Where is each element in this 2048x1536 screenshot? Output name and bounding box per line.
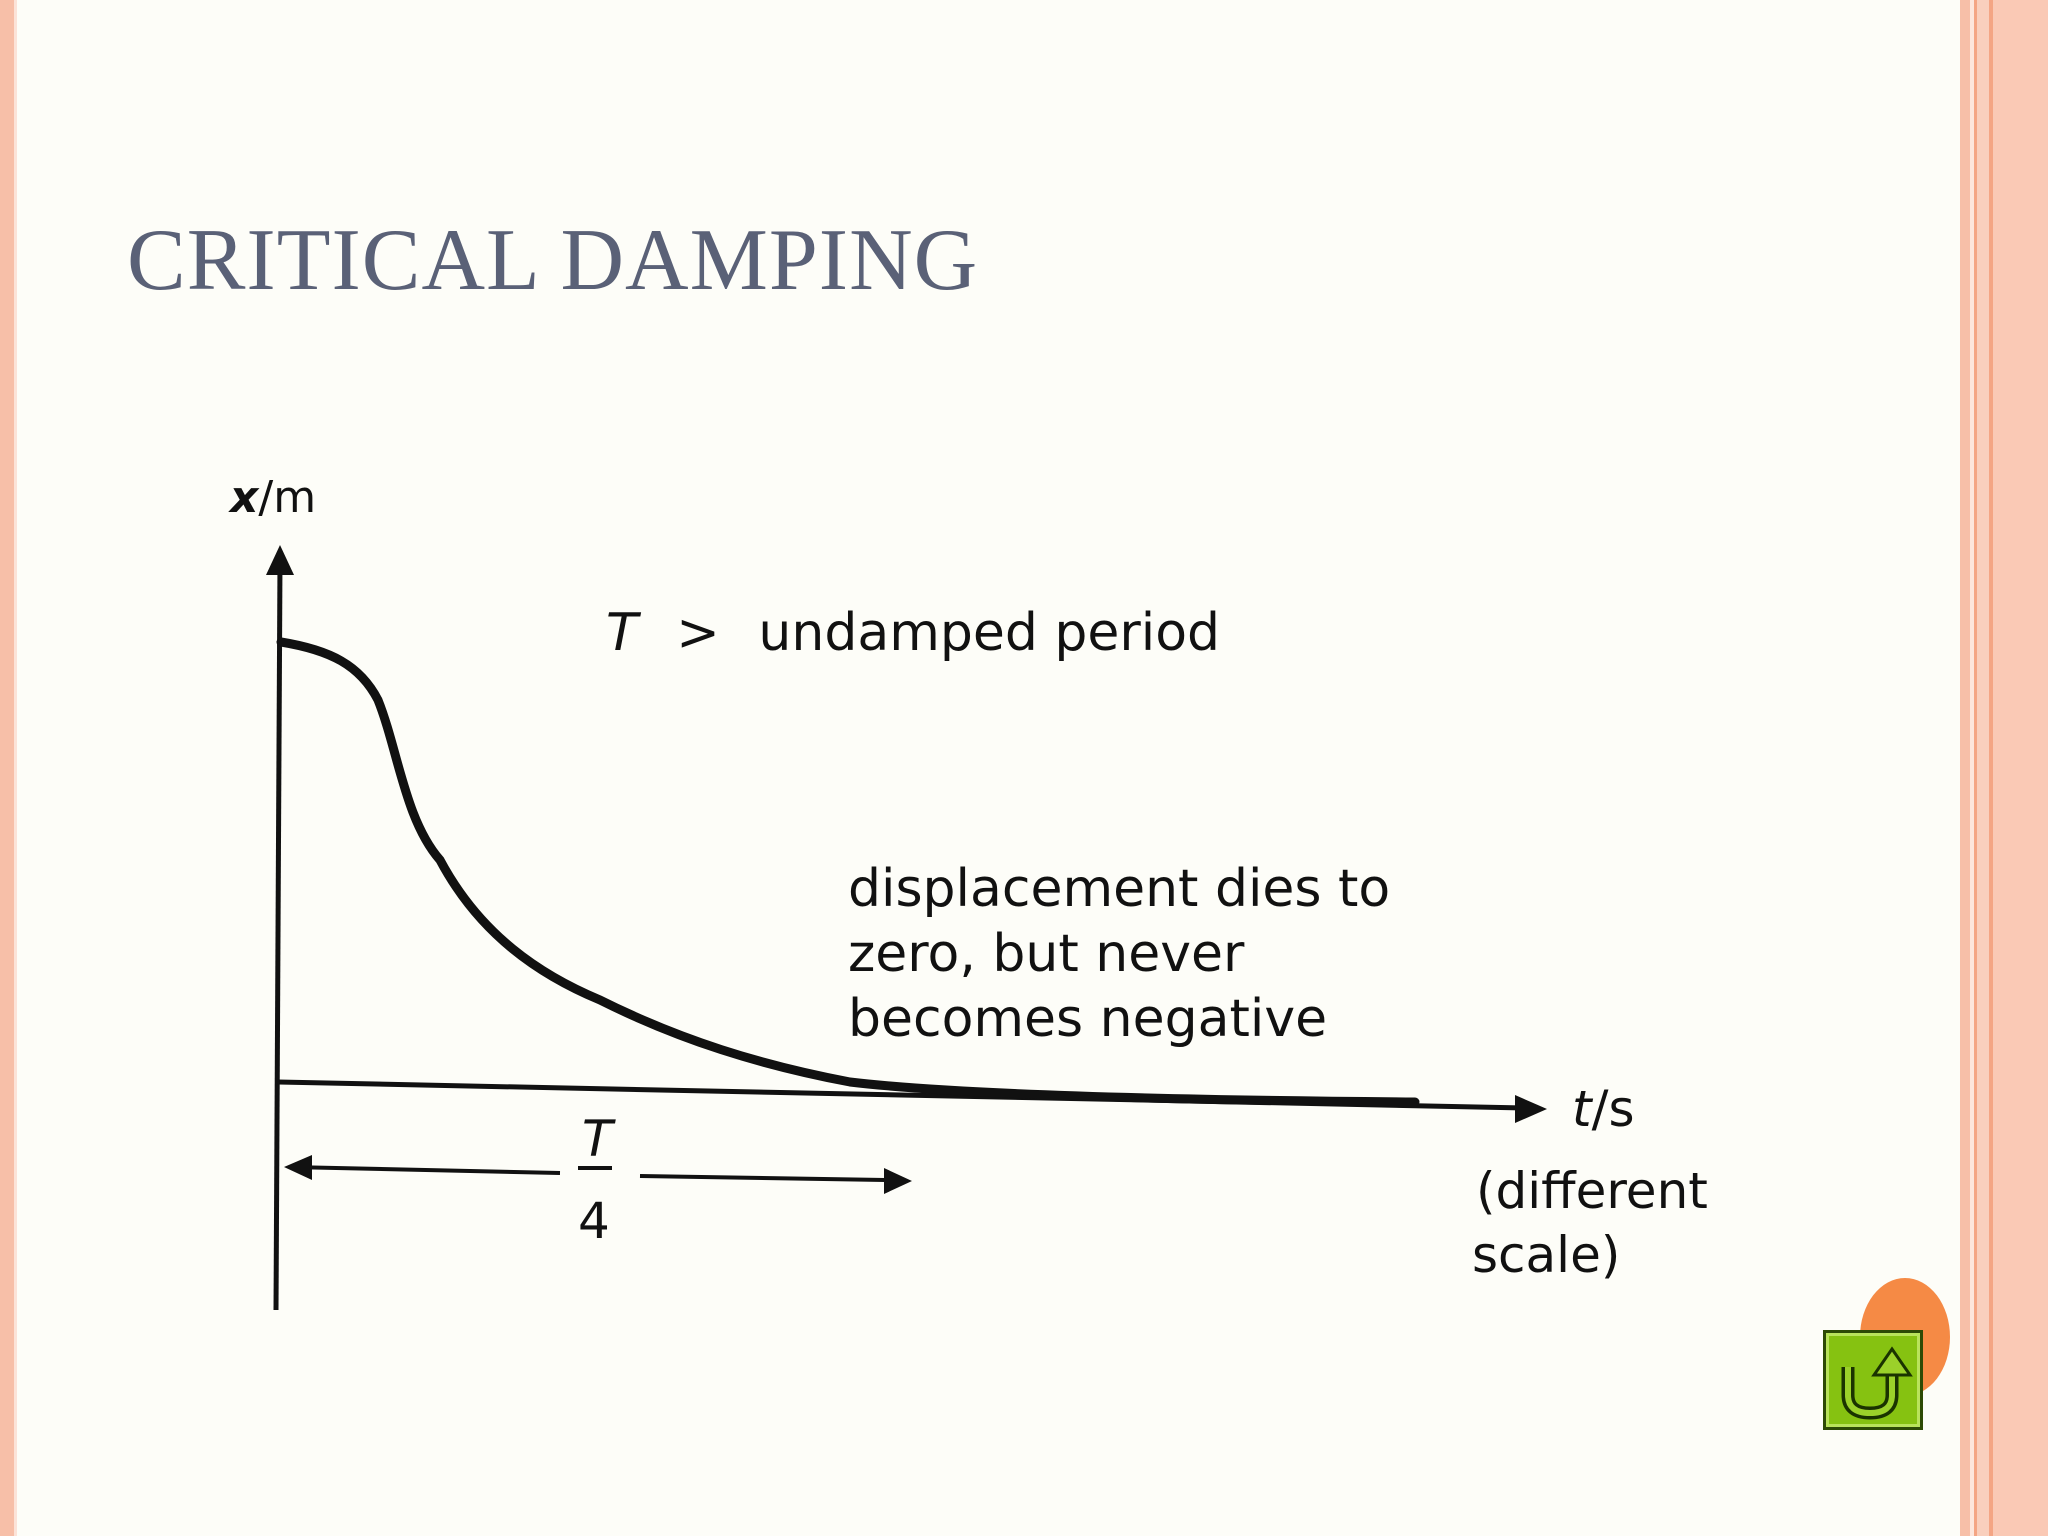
interval-arrowhead-left — [284, 1155, 312, 1180]
period-relation: > — [676, 603, 720, 663]
interval-line-right — [639, 1174, 886, 1182]
period-text: undamped period — [758, 603, 1220, 663]
right-border — [1960, 0, 2048, 1536]
y-axis — [273, 559, 283, 1311]
annotation-line-2: zero, but never — [848, 924, 1245, 984]
x-axis-unit: /s — [1592, 1080, 1635, 1138]
return-arrow-icon — [1841, 1346, 1913, 1420]
period-label: T > undamped period — [606, 603, 1220, 663]
y-axis-unit: /m — [258, 472, 316, 523]
interval-line-left — [289, 1165, 561, 1175]
x-axis-note-2: scale) — [1472, 1226, 1620, 1284]
y-axis-var: x — [228, 472, 260, 523]
y-axis-arrowhead — [266, 545, 294, 575]
slide-title: CRITICAL DAMPING — [127, 212, 979, 309]
return-button[interactable] — [1823, 1330, 1923, 1430]
annotation-line-1: displacement dies to — [848, 859, 1390, 919]
left-border-inner — [14, 0, 17, 1536]
interval-denominator: 4 — [578, 1192, 610, 1250]
interval-numerator: T — [582, 1110, 616, 1168]
x-axis-var: t — [1572, 1080, 1594, 1138]
y-axis-label: x/m — [228, 472, 316, 523]
period-var: T — [606, 603, 642, 663]
left-border — [0, 0, 14, 1536]
displacement-curve — [276, 637, 1420, 1107]
home-button-wrap — [1823, 1330, 1929, 1436]
interval-arrowhead-right — [884, 1168, 912, 1194]
annotation-line-3: becomes negative — [848, 989, 1327, 1049]
x-axis-label: t/s — [1572, 1080, 1635, 1138]
x-axis-note-1: (different — [1476, 1162, 1708, 1220]
x-axis-arrowhead — [1515, 1095, 1547, 1123]
